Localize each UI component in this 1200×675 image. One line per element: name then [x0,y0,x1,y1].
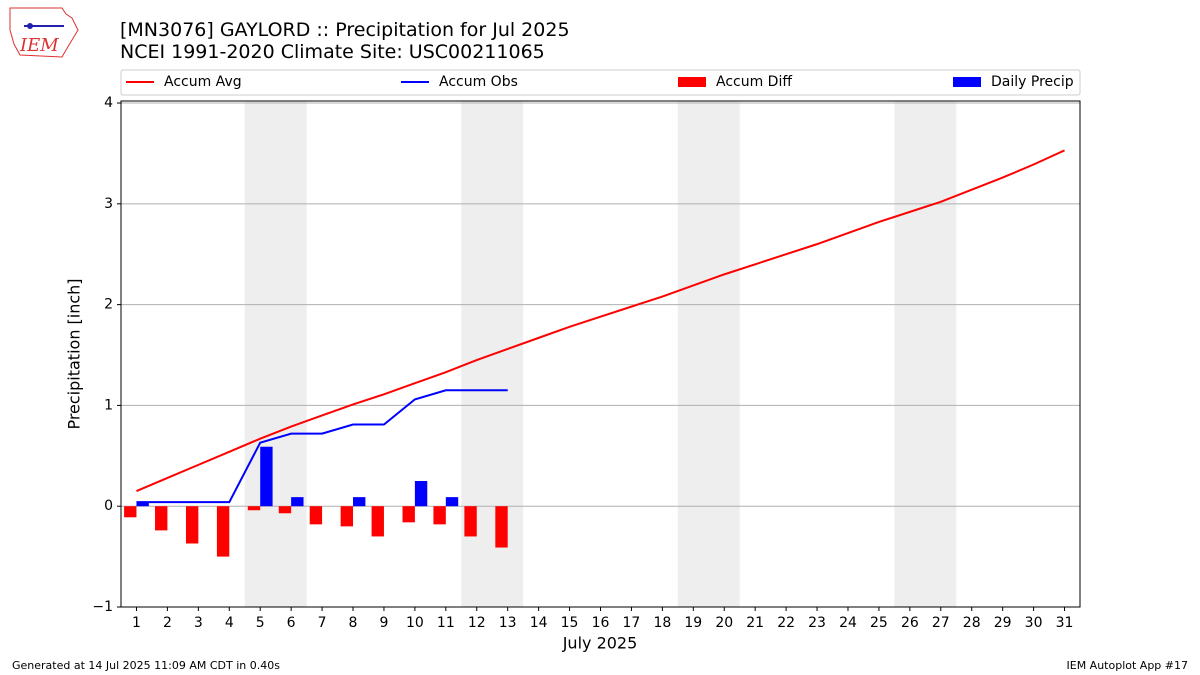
line [136,389,508,504]
plot-frame [120,100,1081,608]
x-tick-label: 5 [256,615,265,631]
x-tick-label: 7 [318,615,327,631]
y-tick-label: 1 [104,397,113,413]
legend-label: Accum Diff [716,74,792,90]
x-tick-label: 11 [437,615,455,631]
bar [371,506,384,537]
chart-title: [MN3076] GAYLORD :: Precipitation for Ju… [120,19,570,41]
x-tick-label: 30 [1025,615,1043,631]
logo-mark [27,23,33,29]
bar [402,506,415,523]
bar [495,506,508,548]
bar [247,506,261,511]
bar [216,506,230,557]
x-tick-label: 3 [194,615,203,631]
y-tick-label: 2 [104,297,113,313]
x-tick-label: 19 [684,615,702,631]
legend-label: Accum Avg [164,74,242,90]
x-tick-label: 20 [715,615,733,631]
x-tick-label: 4 [225,615,234,631]
bar [185,506,199,544]
bar [414,481,428,507]
x-tick-label: 10 [406,615,424,631]
x-tick-label: 25 [870,615,888,631]
weekend-band [677,101,740,607]
x-tick-label: 12 [468,615,486,631]
logo-text: IEM [19,35,59,56]
x-tick-label: 27 [932,615,950,631]
x-tick-label: 9 [379,615,388,631]
bar [353,497,366,507]
bar [136,502,149,507]
bar [124,506,137,518]
legend-label: Accum Obs [439,74,518,90]
x-tick-label: 15 [561,615,579,631]
x-tick-label: 16 [592,615,610,631]
logo: IEM [9,7,79,58]
x-tick-label: 21 [746,615,764,631]
x-tick-label: 2 [163,615,172,631]
x-tick-label: 31 [1056,615,1074,631]
footer-right: IEM Autoplot App #17 [1067,659,1189,672]
x-tick-label: 22 [777,615,795,631]
x-tick-label: 6 [287,615,296,631]
x-tick-label: 13 [499,615,517,631]
bar [445,497,459,507]
footer-left: Generated at 14 Jul 2025 11:09 AM CDT in… [12,659,280,672]
x-tick-label: 14 [530,615,548,631]
x-tick-label: 29 [994,615,1012,631]
bar [464,506,477,537]
bar [309,506,323,525]
y-axis-label: Precipitation [inch] [65,278,84,429]
y-tick-label: 4 [104,95,113,111]
legend-swatch [953,77,981,87]
legend-box [120,69,1081,96]
legend-swatch [678,77,706,87]
line [136,149,1065,493]
x-tick-label: 23 [808,615,826,631]
bar [278,506,292,514]
logo-outline [9,7,79,58]
weekend-band [894,101,957,607]
bar [155,506,168,531]
x-tick-label: 8 [349,615,358,631]
y-tick-label: 3 [104,196,113,212]
chart-subtitle: NCEI 1991-2020 Climate Site: USC00211065 [120,41,545,63]
x-tick-label: 24 [839,615,857,631]
x-axis-label: July 2025 [562,634,638,653]
x-tick-label: 1 [132,615,141,631]
bar [291,497,304,507]
x-tick-label: 26 [901,615,919,631]
y-tick-label: 0 [104,498,113,514]
y-tick-label: −1 [92,599,113,615]
bar [340,506,354,527]
bar [260,446,273,507]
legend-label: Daily Precip [991,74,1074,90]
x-tick-label: 17 [623,615,641,631]
bar [433,506,446,525]
x-tick-label: 18 [653,615,671,631]
weekend-band [244,101,307,607]
x-tick-label: 28 [963,615,981,631]
